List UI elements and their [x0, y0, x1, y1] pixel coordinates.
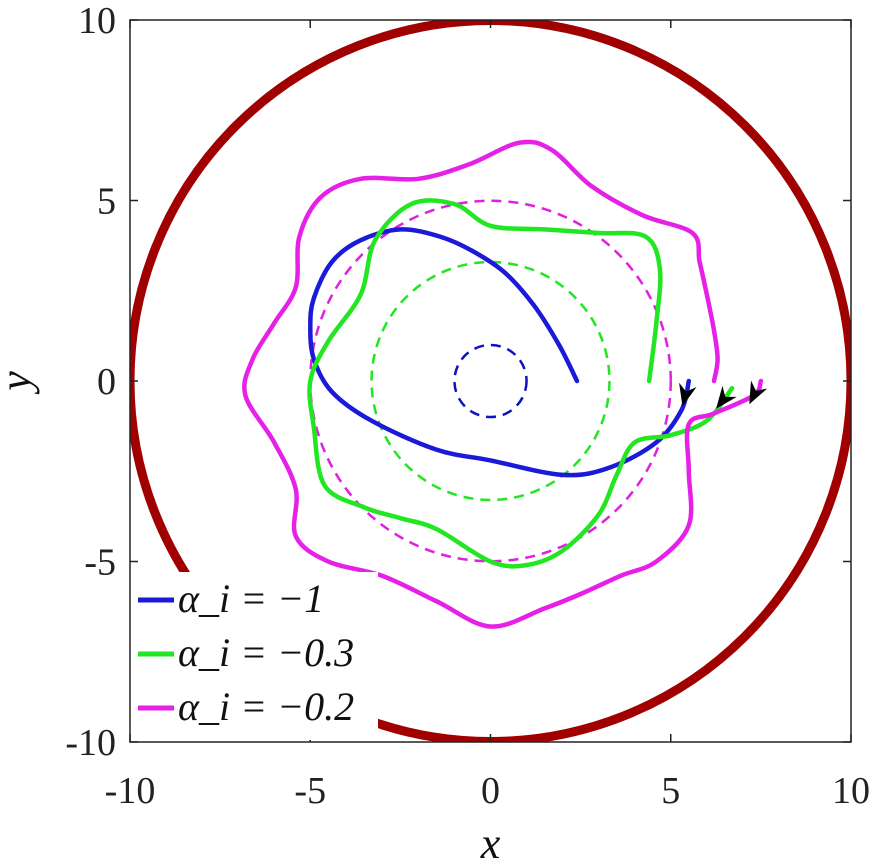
- direction-arrow-1: [679, 382, 697, 407]
- x-axis-label: x: [480, 819, 501, 864]
- x-tick-label: -10: [105, 770, 156, 812]
- x-tick-label: 0: [481, 770, 500, 812]
- legend-label: α_i = −1: [178, 576, 324, 621]
- reference-circle-1: [453, 343, 528, 419]
- x-tick-label: -5: [294, 770, 326, 812]
- y-tick-label: -10: [65, 722, 116, 764]
- direction-arrow-2: [716, 385, 737, 409]
- series-line-2: [307, 198, 735, 569]
- y-tick-label: -5: [84, 542, 116, 584]
- y-tick-label: 10: [78, 0, 116, 42]
- legend-label: α_i = −0.2: [178, 684, 354, 729]
- x-tick-label: 5: [661, 770, 680, 812]
- x-tick-label: 10: [832, 770, 870, 812]
- legend: α_i = −1 α_i = −0.3 α_i = −0.2: [132, 572, 378, 740]
- direction-arrow-3: [749, 380, 768, 405]
- legend-label: α_i = −0.3: [178, 630, 354, 675]
- y-tick-label: 5: [97, 181, 116, 223]
- series-line-1: [308, 227, 692, 478]
- y-tick-label: 0: [97, 361, 116, 403]
- y-axis-label: y: [0, 371, 40, 395]
- series-line-3: [242, 139, 764, 629]
- reference-circle-2: [370, 260, 611, 502]
